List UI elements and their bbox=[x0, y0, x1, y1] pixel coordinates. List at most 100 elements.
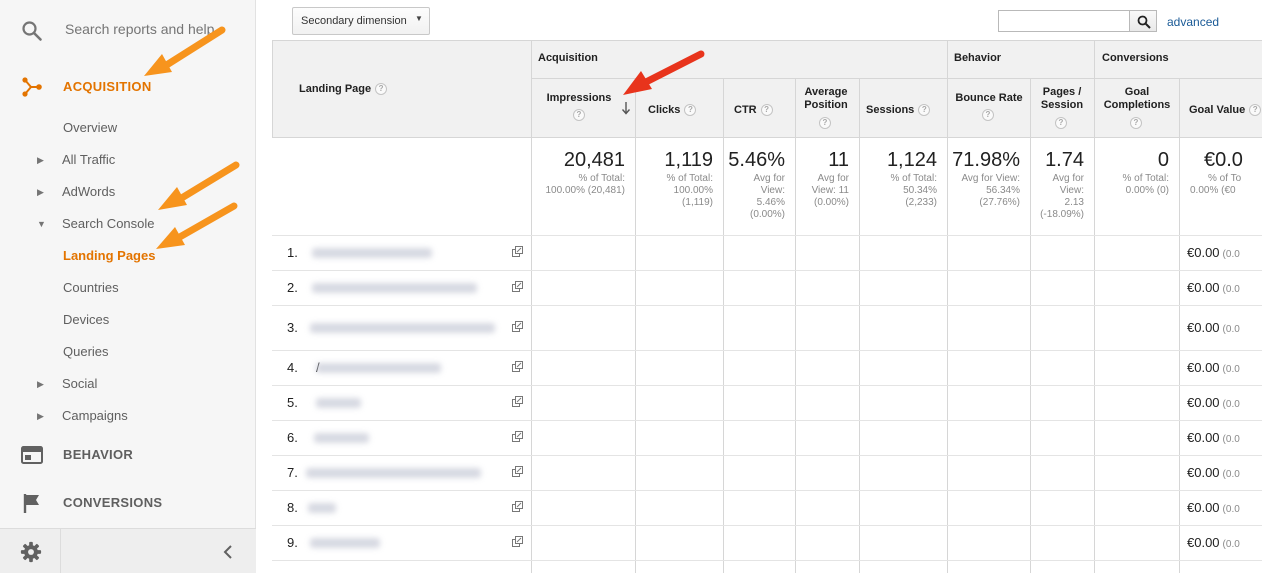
gear-icon bbox=[20, 541, 42, 563]
cell-goal-value-percent: (0.0 bbox=[1222, 283, 1240, 295]
open-link-icon[interactable] bbox=[512, 360, 523, 372]
sidebar-item-devices[interactable]: Devices bbox=[0, 306, 256, 334]
help-icon[interactable]: ? bbox=[1249, 104, 1262, 117]
cell-goal-value: €0.00 (0.0 bbox=[1187, 245, 1240, 260]
col-goal-value[interactable]: Goal Value? bbox=[1189, 104, 1262, 117]
help-icon[interactable]: ? bbox=[982, 109, 994, 121]
nav-conversions[interactable]: CONVERSIONS bbox=[0, 483, 256, 523]
sidebar-item-label: All Traffic bbox=[62, 152, 116, 167]
group-acquisition: Acquisition bbox=[538, 52, 598, 64]
col-bounce-rate[interactable]: Bounce Rate bbox=[952, 92, 1026, 105]
sidebar-item-adwords[interactable]: ▶ AdWords bbox=[0, 178, 256, 206]
redacted-url bbox=[306, 467, 481, 478]
open-link-icon[interactable] bbox=[512, 430, 523, 442]
open-link-icon[interactable] bbox=[512, 500, 523, 512]
behavior-icon bbox=[21, 446, 43, 464]
sort-descending-icon[interactable] bbox=[621, 101, 631, 115]
cell-goal-value: €0.00 (0.0 bbox=[1187, 360, 1240, 375]
col-label: Landing Page bbox=[299, 83, 372, 95]
cell-goal-value-percent: (0.0 bbox=[1222, 538, 1240, 550]
sidebar-item-social[interactable]: ▶ Social bbox=[0, 370, 256, 398]
secondary-dimension-label: Secondary dimension bbox=[301, 15, 407, 27]
help-icon[interactable]: ? bbox=[684, 104, 697, 117]
help-icon[interactable]: ? bbox=[1055, 117, 1067, 129]
open-link-icon[interactable] bbox=[512, 320, 523, 332]
cell-goal-value: €0.00 (0.0 bbox=[1187, 535, 1240, 550]
col-impressions[interactable]: Impressions bbox=[538, 92, 620, 105]
total-pages-session: 1.74 bbox=[1045, 149, 1084, 171]
col-average-position[interactable]: Average Position bbox=[799, 86, 853, 112]
cell-goal-value-value: €0.00 bbox=[1187, 534, 1220, 550]
sidebar-item-search-console[interactable]: ▼ Search Console bbox=[0, 210, 256, 238]
sidebar-item-countries[interactable]: Countries bbox=[0, 274, 256, 302]
total-goal-completions: 0 bbox=[1157, 149, 1169, 171]
row-number: 9. bbox=[287, 534, 298, 550]
row-number: 8. bbox=[287, 499, 298, 515]
total-avg-position: 11 bbox=[828, 149, 849, 171]
col-label: Goal Value bbox=[1189, 104, 1246, 116]
open-link-icon[interactable] bbox=[512, 465, 523, 477]
advanced-filter-link[interactable]: advanced bbox=[1167, 15, 1220, 29]
help-icon[interactable]: ? bbox=[760, 104, 773, 117]
help-icon[interactable]: ? bbox=[1130, 117, 1142, 129]
nav-behavior-label: BEHAVIOR bbox=[63, 447, 134, 462]
open-link-icon[interactable] bbox=[512, 245, 523, 257]
row-divider bbox=[272, 420, 1262, 421]
report-search[interactable]: Search reports and help bbox=[0, 0, 256, 58]
total-goal-value-sub: % of To 0.00% (€0 bbox=[1190, 173, 1242, 196]
help-icon[interactable]: ? bbox=[375, 83, 388, 96]
report-main: Secondary dimension ▼ advanced Acquisiti… bbox=[257, 0, 1262, 573]
sidebar-item-all-traffic[interactable]: ▶ All Traffic bbox=[0, 146, 256, 174]
secondary-dimension-dropdown[interactable]: Secondary dimension ▼ bbox=[292, 7, 430, 35]
open-link-icon[interactable] bbox=[512, 535, 523, 547]
col-pages-session[interactable]: Pages / Session bbox=[1034, 86, 1090, 112]
sidebar-item-campaigns[interactable]: ▶ Campaigns bbox=[0, 402, 256, 430]
row-number: 4. bbox=[287, 359, 298, 375]
cell-goal-value-percent: (0.0 bbox=[1222, 323, 1240, 335]
collapse-sidebar-icon[interactable] bbox=[222, 545, 234, 559]
sidebar-item-overview[interactable]: Overview bbox=[0, 114, 256, 142]
cell-goal-value-percent: (0.0 bbox=[1222, 363, 1240, 375]
cell-goal-value: €0.00 (0.0 bbox=[1187, 395, 1240, 410]
help-icon[interactable]: ? bbox=[573, 109, 585, 121]
row-number: 7. bbox=[287, 464, 298, 480]
col-ctr[interactable]: CTR? bbox=[734, 104, 773, 117]
expand-caret-icon: ▶ bbox=[37, 187, 44, 197]
admin-button[interactable] bbox=[0, 529, 61, 573]
col-clicks[interactable]: Clicks? bbox=[648, 104, 697, 117]
nav-acquisition[interactable]: ACQUISITION bbox=[0, 67, 256, 107]
col-label: Sessions bbox=[866, 104, 915, 116]
table-filter-input[interactable] bbox=[998, 10, 1130, 32]
col-label: CTR bbox=[734, 104, 757, 116]
total-sessions-sub: % of Total: 50.34% (2,233) bbox=[890, 173, 937, 208]
col-goal-completions[interactable]: Goal Completions bbox=[1098, 86, 1176, 112]
open-link-icon[interactable] bbox=[512, 280, 523, 292]
col-landing-page[interactable]: Landing Page? bbox=[299, 83, 388, 96]
sidebar-item-landing-pages[interactable]: Landing Pages bbox=[0, 242, 256, 270]
redacted-url bbox=[316, 362, 441, 373]
col-sessions[interactable]: Sessions? bbox=[866, 104, 931, 117]
nav-behavior[interactable]: BEHAVIOR bbox=[0, 435, 256, 475]
sidebar-item-label: Overview bbox=[63, 120, 118, 135]
nav-conversions-label: CONVERSIONS bbox=[63, 495, 163, 510]
table-filter-button[interactable] bbox=[1129, 10, 1157, 32]
cell-goal-value-value: €0.00 bbox=[1187, 394, 1220, 410]
cell-goal-value-value: €0.00 bbox=[1187, 244, 1220, 260]
help-icon[interactable]: ? bbox=[918, 104, 931, 117]
acquisition-icon bbox=[22, 77, 42, 97]
sidebar-item-label: Social bbox=[62, 376, 98, 391]
open-link-icon[interactable] bbox=[512, 395, 523, 407]
group-conversions: Conversions bbox=[1102, 52, 1169, 64]
redacted-url bbox=[312, 282, 477, 293]
redacted-url bbox=[312, 247, 432, 258]
col-label: Clicks bbox=[648, 104, 681, 116]
sidebar-item-queries[interactable]: Queries bbox=[0, 338, 256, 366]
total-bounce-rate: 71.98% bbox=[952, 149, 1020, 171]
help-icon[interactable]: ? bbox=[819, 117, 831, 129]
group-behavior: Behavior bbox=[954, 52, 1002, 64]
sidebar-footer bbox=[0, 528, 256, 573]
row-number: 5. bbox=[287, 394, 298, 410]
row-divider bbox=[272, 560, 1262, 561]
chevron-down-icon: ▼ bbox=[415, 14, 423, 23]
data-table: Acquisition Behavior Conversions Landing… bbox=[272, 40, 1262, 573]
